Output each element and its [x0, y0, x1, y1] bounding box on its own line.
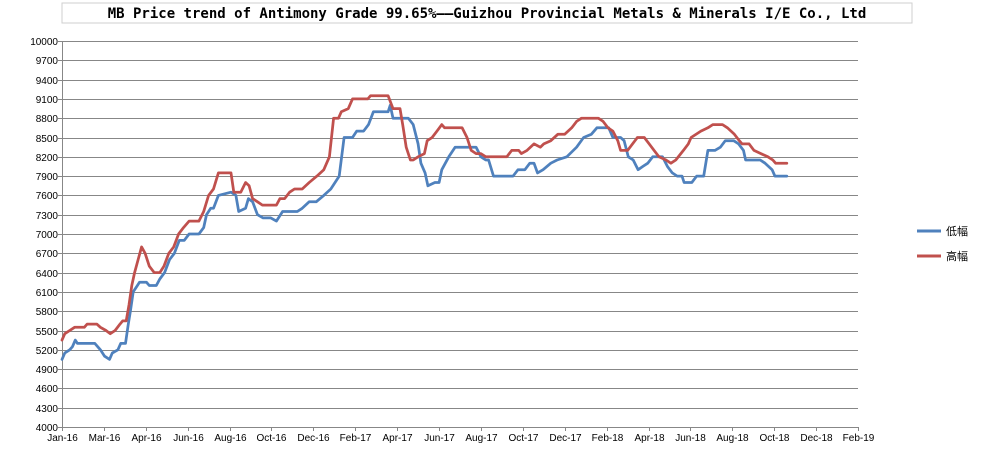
y-tick-label: 9700: [36, 56, 59, 67]
y-tick-label: 9100: [36, 95, 59, 106]
y-tick-label: 7900: [36, 172, 59, 183]
y-tick-label: 4600: [36, 384, 59, 395]
y-tick-label: 7300: [36, 211, 59, 222]
x-tick-label: Oct-16: [256, 433, 286, 444]
y-tick-label: 5200: [36, 346, 59, 357]
legend-label-1: 低幅: [946, 225, 968, 238]
y-tick-label: 9400: [36, 76, 59, 87]
series-lines: [60, 94, 789, 361]
x-tick-label: Dec-18: [800, 433, 833, 444]
series-line-2: [60, 94, 789, 342]
x-tick-label: Mar-16: [89, 433, 121, 444]
y-tick-label: 6700: [36, 249, 59, 260]
y-tick-label: 4900: [36, 365, 59, 376]
y-tick-label: 5800: [36, 307, 59, 318]
y-tick-label: 8500: [36, 134, 59, 145]
x-tick-label: Jun-16: [173, 433, 204, 444]
x-tick-label: Aug-17: [465, 433, 498, 444]
y-tick-label: 6400: [36, 269, 59, 280]
y-tick-label: 5500: [36, 327, 59, 338]
x-tick-label: Aug-18: [716, 433, 749, 444]
legend-label-2: 高幅: [946, 249, 968, 263]
x-tick-label: Oct-17: [508, 433, 538, 444]
x-tick-labels: Jan-16 Mar-16 Apr-16 Jun-16 Aug-16 Oct-16 Dec-…: [47, 433, 875, 444]
y-tick-label: 7000: [36, 230, 59, 241]
y-tick-label: 4000: [36, 423, 59, 434]
x-tick-label: Apr-16: [131, 433, 161, 444]
x-tick-label: Jun-18: [675, 433, 706, 444]
chart-title: MB Price trend of Antimony Grade 99.65%—…: [108, 6, 867, 22]
x-tick-label: Dec-16: [297, 433, 330, 444]
y-tick-label: 8200: [36, 153, 59, 164]
x-tick-label: Apr-18: [634, 433, 664, 444]
x-tick-label: Jun-17: [424, 433, 455, 444]
y-tick-label: 4300: [36, 404, 59, 415]
x-tick-label: Apr-17: [382, 433, 412, 444]
x-tick-label: Oct-18: [759, 433, 789, 444]
x-tick-label: Feb-19: [843, 433, 875, 444]
x-tick-label: Feb-18: [592, 433, 624, 444]
x-tick-label: Dec-17: [549, 433, 582, 444]
y-tick-label: 7600: [36, 191, 59, 202]
grid-lines: [62, 41, 858, 409]
x-tick-label: Feb-17: [340, 433, 372, 444]
x-tick-label: Jan-16: [47, 433, 78, 444]
y-tick-labels: 4000 4300 4600 4900 5200 5500 5800 6100 6400 6700…: [30, 37, 58, 434]
axes: [58, 41, 859, 431]
y-tick-label: 8800: [36, 114, 59, 125]
y-tick-label: 10000: [30, 37, 58, 48]
y-tick-label: 6100: [36, 288, 59, 299]
x-tick-label: Aug-16: [214, 433, 247, 444]
title-box: [61, 2, 913, 24]
